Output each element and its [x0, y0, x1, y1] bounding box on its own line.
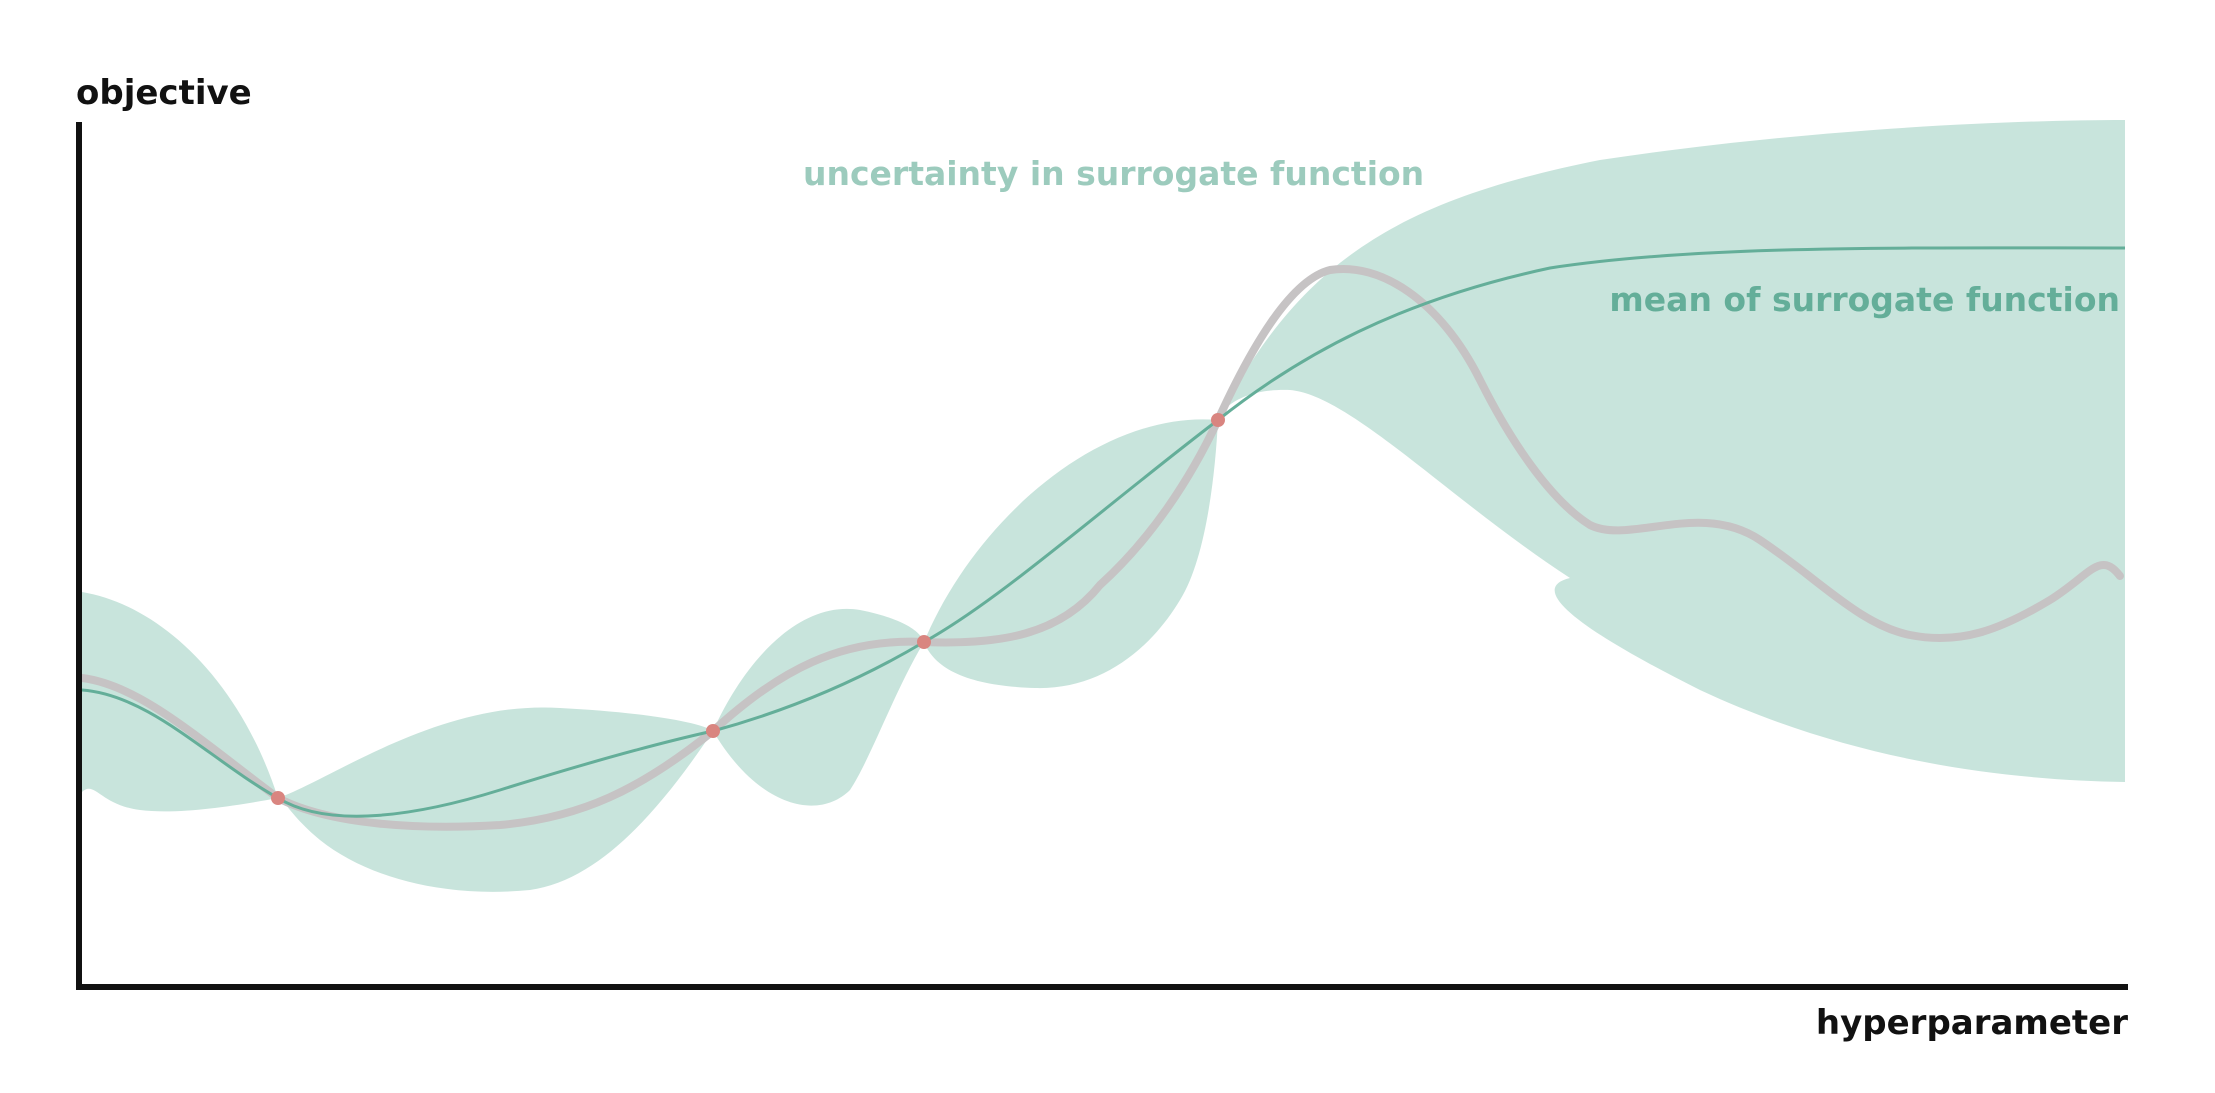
y-axis-title: objective — [76, 73, 252, 113]
observation-point-4 — [1211, 413, 1225, 427]
uncertainty-label: uncertainty in surrogate function — [803, 154, 1424, 193]
x-axis-title: hyperparameter — [1816, 1003, 2128, 1043]
observation-point-1 — [271, 791, 285, 805]
observation-point-3 — [917, 635, 931, 649]
uncertainty-band — [82, 120, 2125, 892]
observation-point-2 — [706, 724, 720, 738]
mean-label: mean of surrogate function — [1609, 280, 2120, 319]
true-objective-curve — [78, 265, 2124, 831]
observation-points — [271, 413, 1225, 805]
